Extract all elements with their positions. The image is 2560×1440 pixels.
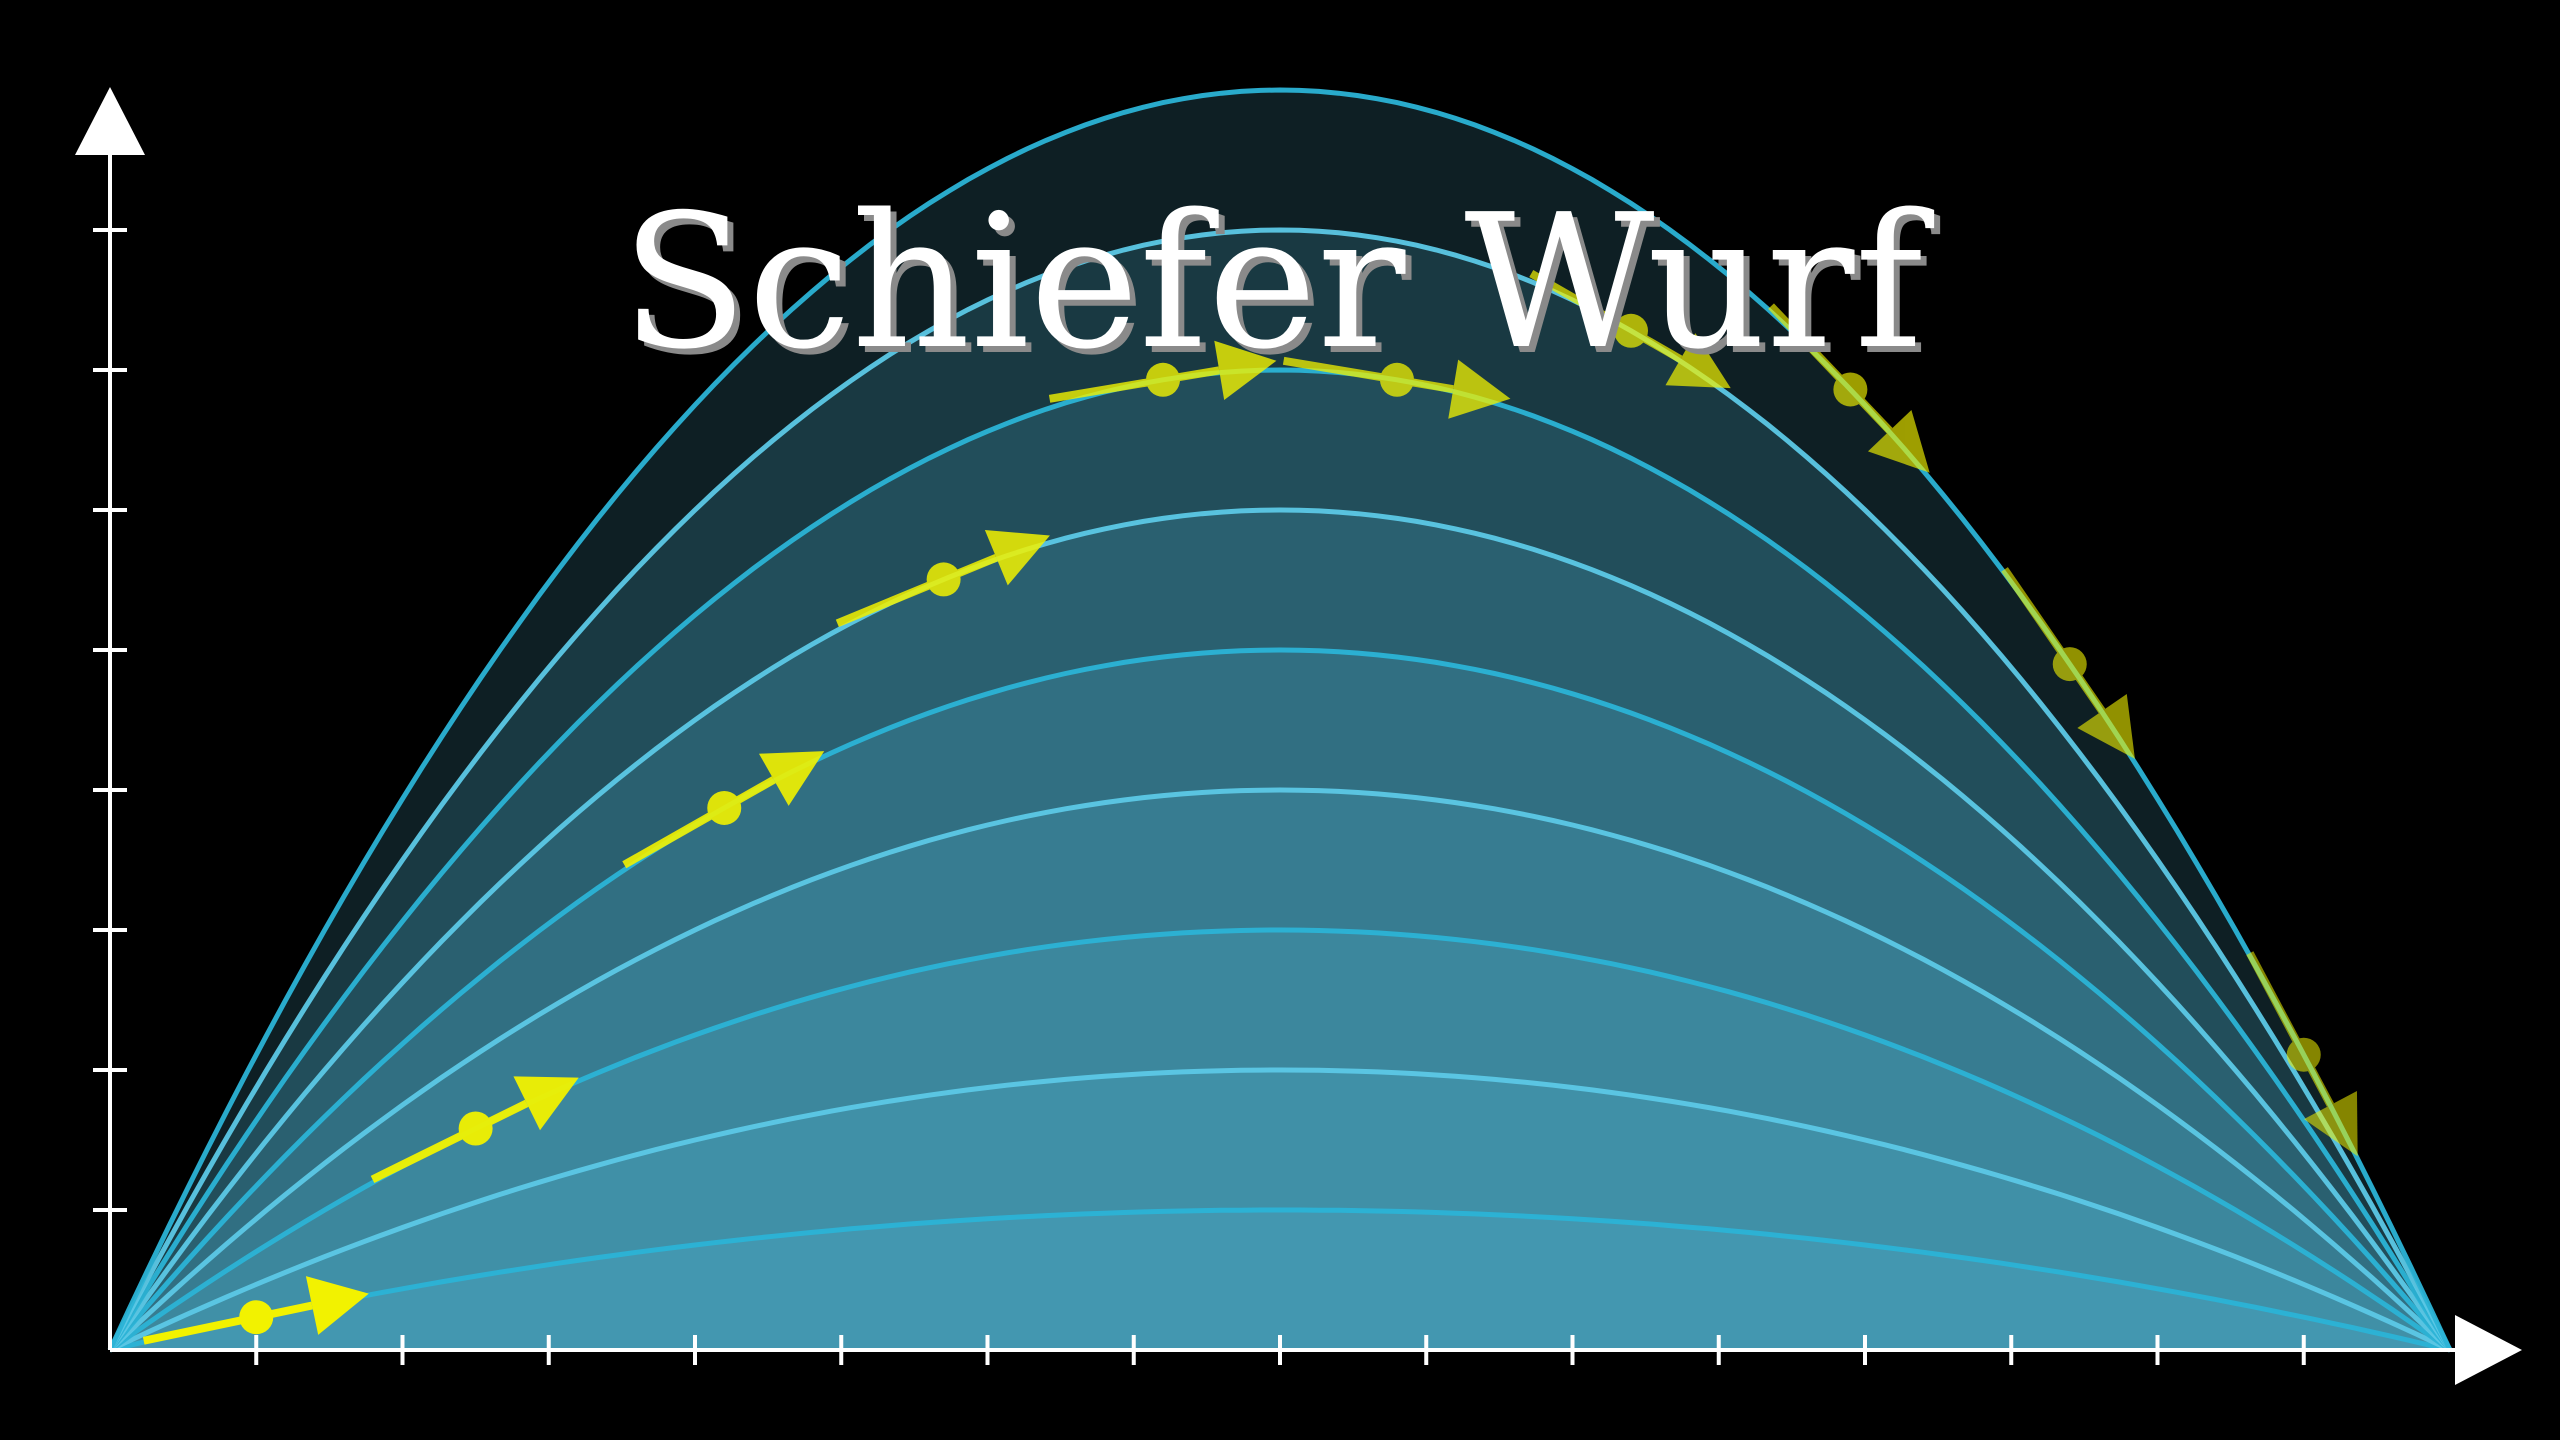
title-shadow: Schiefer Wurf xyxy=(627,180,1941,396)
vector-arrowhead xyxy=(2303,1090,2358,1157)
vector-arrowhead xyxy=(1665,333,1731,389)
velocity-vector xyxy=(1282,356,1511,419)
projectile-dot xyxy=(239,1300,274,1335)
projectile-dot xyxy=(458,1111,493,1146)
velocity-vector xyxy=(1768,303,1930,473)
velocity-vector xyxy=(1048,340,1277,403)
vector-arrowhead xyxy=(1448,359,1511,419)
vector-arrowhead xyxy=(1867,410,1930,473)
vector-shaft xyxy=(142,1301,313,1345)
vector-arrowhead xyxy=(305,1276,369,1335)
velocity-vector xyxy=(1529,270,1731,389)
vector-shaft xyxy=(835,553,998,628)
projectile-dot xyxy=(2052,647,2087,682)
vector-arrowhead xyxy=(758,751,825,806)
projectile-dot xyxy=(1380,362,1414,397)
vector-shaft xyxy=(1768,303,1893,434)
y-axis-arrow xyxy=(75,87,145,155)
vector-arrowhead xyxy=(984,529,1050,586)
x-axis-arrow xyxy=(2455,1315,2522,1385)
vector-shaft xyxy=(2001,567,2106,714)
projectile-dot xyxy=(2286,1037,2321,1072)
trajectory-curve xyxy=(108,787,2452,1352)
velocity-vector xyxy=(2246,951,2358,1157)
vector-shaft xyxy=(622,776,776,869)
vector-arrowhead xyxy=(2077,694,2135,759)
vector-shaft xyxy=(1048,366,1220,403)
projectile-dot xyxy=(1833,372,1868,407)
trajectory-curve xyxy=(108,1067,2452,1353)
vector-shaft xyxy=(1529,270,1683,363)
velocity-vector xyxy=(622,751,825,869)
velocity-vectors xyxy=(142,270,2358,1345)
vector-shaft xyxy=(1282,356,1454,394)
vector-shaft xyxy=(2246,951,2335,1107)
trajectory-curve xyxy=(107,227,2453,1352)
velocity-vector xyxy=(142,1276,369,1345)
title-group: Schiefer Wurf Schiefer Wurf xyxy=(621,174,1941,396)
axes xyxy=(75,87,2522,1385)
velocity-vector xyxy=(835,529,1050,628)
projectile-dot xyxy=(1146,362,1180,397)
vector-shaft xyxy=(370,1099,529,1184)
velocity-vector xyxy=(370,1076,579,1184)
trajectory-curve xyxy=(109,1207,2451,1353)
vector-arrowhead xyxy=(1214,340,1277,400)
vector-arrowhead xyxy=(513,1076,579,1131)
projectile-dot xyxy=(926,562,961,597)
trajectory-curve xyxy=(107,507,2453,1352)
trajectory-curve xyxy=(108,647,2452,1352)
trajectory-curve xyxy=(107,367,2453,1352)
projectile-dot xyxy=(1614,313,1648,348)
projectile-dot xyxy=(707,790,742,825)
title: Schiefer Wurf xyxy=(621,174,1935,390)
velocity-vector xyxy=(2001,567,2135,759)
